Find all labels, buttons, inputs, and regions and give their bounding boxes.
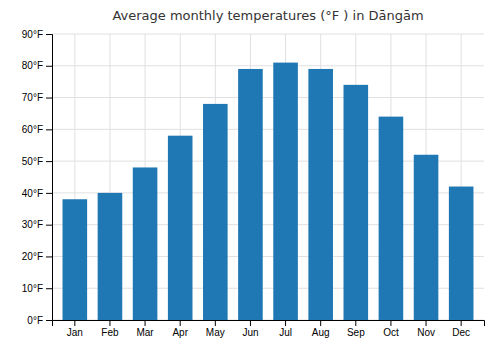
x-tick-mark — [355, 320, 356, 326]
x-tick: Aug — [312, 320, 330, 338]
x-tick-mark — [215, 320, 216, 326]
y-tick-label: 80°F — [22, 60, 43, 71]
x-tick: Jun — [242, 320, 258, 338]
x-tick-mark — [145, 320, 146, 326]
x-tick: Oct — [383, 320, 399, 338]
y-tick-label: 20°F — [22, 251, 43, 262]
y-tick-label: 70°F — [22, 92, 43, 103]
y-tick: 60°F — [22, 124, 52, 135]
bar — [168, 136, 193, 320]
bars — [63, 63, 474, 320]
bar — [98, 193, 123, 320]
y-tick-mark — [46, 193, 52, 194]
grid-line-y — [52, 65, 484, 66]
grid-line-y — [52, 129, 484, 130]
x-tick-label: Sep — [347, 327, 365, 338]
x-tick: Jan — [67, 320, 83, 338]
y-tick: 90°F — [22, 29, 52, 40]
title: Average monthly temperatures (°F ) in Dā… — [112, 8, 423, 23]
y-tick-mark — [46, 256, 52, 257]
x-tick-mark — [461, 320, 462, 326]
y-tick-label: 40°F — [22, 188, 43, 199]
x-tick: Apr — [172, 320, 188, 338]
y-tick-mark — [46, 161, 52, 162]
y-tick-mark — [46, 34, 52, 35]
bar — [203, 104, 228, 320]
x-tick-label: Mar — [136, 327, 154, 338]
bar — [414, 155, 439, 320]
x-tick-mark — [285, 320, 286, 326]
grid-line-y — [52, 34, 484, 35]
x-tick-label: Dec — [452, 327, 470, 338]
y-tick-label: 0°F — [27, 315, 43, 326]
y-tick-mark — [46, 320, 52, 321]
bar — [63, 199, 88, 320]
y-tick-mark — [46, 288, 52, 289]
y-tick-label: 50°F — [22, 156, 43, 167]
chart: Jan Feb Mar Apr May Jun Jul Aug Sep Oct Nov Dec 0°F 1… — [0, 0, 500, 350]
bar — [308, 69, 333, 320]
x-axis: Jan Feb Mar Apr May Jun Jul Aug Sep Oct Nov Dec — [53, 320, 485, 338]
plot-area: Jan Feb Mar Apr May Jun Jul Aug Sep Oct Nov Dec 0°F 1… — [22, 29, 485, 338]
y-tick-label: 30°F — [22, 219, 43, 230]
x-tick-mark — [74, 320, 75, 326]
x-tick-label: May — [206, 327, 225, 338]
x-tick-label: Jul — [279, 327, 292, 338]
y-tick-mark — [46, 225, 52, 226]
grid-line-y — [52, 97, 484, 98]
x-tick-label: Feb — [101, 327, 119, 338]
x-tick: Feb — [101, 320, 119, 338]
y-axis-line — [46, 35, 53, 321]
y-tick-mark — [46, 98, 52, 99]
x-tick: Dec — [452, 320, 470, 338]
bar — [379, 117, 404, 320]
y-tick-label: 10°F — [22, 283, 43, 294]
x-tick: Sep — [347, 320, 365, 338]
x-tick-mark — [426, 320, 427, 326]
x-axis-line — [53, 321, 485, 327]
y-tick: 20°F — [22, 251, 52, 262]
x-tick-label: Apr — [172, 327, 188, 338]
y-tick: 80°F — [22, 60, 52, 71]
x-tick: May — [206, 320, 225, 338]
x-tick-label: Jun — [242, 327, 258, 338]
grid — [52, 34, 484, 320]
y-tick: 70°F — [22, 92, 52, 103]
y-tick-mark — [46, 129, 52, 130]
x-tick-label: Oct — [383, 327, 399, 338]
x-tick: Jul — [279, 320, 292, 338]
x-tick-mark — [250, 320, 251, 326]
y-tick-mark — [46, 66, 52, 67]
x-tick-label: Jan — [67, 327, 83, 338]
y-tick-label: 60°F — [22, 124, 43, 135]
bar — [273, 63, 298, 320]
x-tick: Nov — [417, 320, 435, 338]
y-tick: 0°F — [27, 315, 52, 326]
x-tick-mark — [320, 320, 321, 326]
x-tick-mark — [109, 320, 110, 326]
y-tick: 50°F — [22, 156, 52, 167]
x-tick-mark — [180, 320, 181, 326]
y-tick-label: 90°F — [22, 29, 43, 40]
bar — [344, 85, 369, 320]
y-tick: 10°F — [22, 283, 52, 294]
y-axis: 0°F 10°F 20°F 30°F 40°F 50°F 60°F 70°F 80°F 90°F — [22, 29, 53, 326]
bar — [449, 187, 474, 320]
x-tick: Mar — [136, 320, 154, 338]
y-tick: 30°F — [22, 219, 52, 230]
bar — [133, 167, 158, 320]
x-tick-mark — [390, 320, 391, 326]
bar — [238, 69, 263, 320]
x-tick-label: Nov — [417, 327, 435, 338]
y-tick: 40°F — [22, 188, 52, 199]
x-tick-label: Aug — [312, 327, 330, 338]
